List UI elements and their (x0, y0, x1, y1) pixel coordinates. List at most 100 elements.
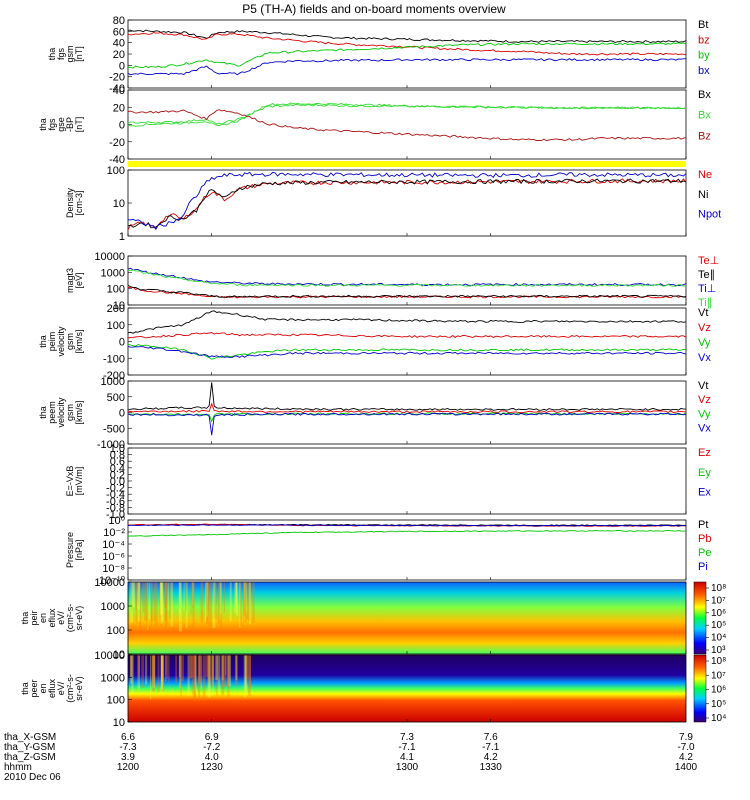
y-tick-label: 10⁻⁸ (102, 563, 125, 575)
y-tick-label: 0.2 (110, 469, 125, 481)
spectrogram-streak (226, 655, 230, 687)
y-tick-label: 20 (113, 49, 125, 61)
spectrogram-streak (178, 582, 181, 614)
legend-entry: Vx (698, 352, 711, 364)
spectrogram-streak (189, 655, 192, 679)
spectrogram-streak (208, 655, 211, 698)
x-axis-row-value: 1300 (396, 762, 419, 773)
y-tick-label: 20 (113, 102, 125, 114)
spectrogram-streak (150, 582, 152, 626)
legend-entry: Pi (698, 561, 708, 573)
x-axis-row-value: 4.2 (679, 752, 693, 763)
spectrogram-streak (209, 582, 212, 627)
x-axis-row-value: 4.2 (484, 752, 498, 763)
spectrogram-streak (234, 582, 238, 614)
y-axis-label-line: Pressure (65, 532, 75, 568)
spectrogram-streak (220, 582, 222, 614)
y-tick-label: 1.0 (110, 443, 125, 455)
spectrogram-streak (190, 582, 192, 615)
series-line-Npot (127, 171, 687, 231)
y-tick-label: 1000 (101, 376, 125, 388)
spectrogram-streak (243, 655, 246, 698)
spectrogram-streak (159, 582, 162, 618)
spectrogram-streak (160, 655, 164, 684)
y-tick-label: 10⁻² (103, 527, 125, 539)
y-axis-label-line: (cm²-s- (65, 674, 75, 703)
spectrogram-streak (220, 582, 223, 631)
y-axis-label-line: E=-VxB (65, 466, 75, 497)
spectrogram-streak (183, 582, 185, 611)
spectrogram-streak (153, 655, 155, 692)
spectrogram-streak (229, 582, 232, 622)
spectrogram-streak (194, 655, 197, 693)
spectrogram-streak (243, 582, 245, 615)
legend-entry: Pe (698, 547, 711, 559)
x-axis-row-value: 1200 (117, 762, 140, 773)
spectrogram-streak (227, 655, 230, 697)
spectrogram-streak (217, 655, 221, 693)
series-line-Vt (127, 310, 687, 334)
panel-frame (127, 447, 687, 515)
spectrogram-streak (145, 655, 148, 685)
x-axis-row-value: 1230 (201, 762, 224, 773)
colorbar-tick-label: 10⁵ (711, 620, 726, 631)
legend-entry: by (698, 50, 710, 62)
x-axis-row-value: 4.1 (400, 752, 414, 763)
x-axis-row-value: 7.6 (484, 732, 498, 743)
y-axis-label-line: tha (20, 612, 30, 625)
y-tick-label: 100 (107, 695, 125, 707)
spectrogram-streak (131, 582, 133, 612)
spectrogram-streak (138, 582, 140, 622)
panel-e_field: 1.00.80.60.40.20.0-0.2-0.4-0.6-0.8-1.0 E=… (65, 443, 711, 521)
legend-entry: Vz (698, 394, 711, 406)
y-tick-label: -500 (103, 423, 125, 435)
panel-peem_velocity: 1000 500 0 -500 -1000 tha peem velocity gsm [km/s… (38, 376, 711, 451)
x-axis-row-label: tha_Y-GSM (4, 742, 55, 753)
spectrogram-streak (217, 582, 220, 624)
spectrogram-streak (211, 655, 215, 680)
spectrogram-streak (141, 655, 145, 688)
y-tick-label: 10⁻⁴ (102, 539, 125, 551)
spectrogram-streak (245, 582, 247, 613)
spectrogram-streak (132, 582, 136, 608)
spectrogram-streak (142, 582, 145, 613)
y-axis-label-line: Density (65, 187, 75, 218)
spectrogram-streak (212, 582, 216, 628)
spectrogram-streak (246, 655, 249, 679)
y-axis-label-line: velocity (56, 326, 66, 357)
spectrogram-streak (152, 655, 155, 688)
colorbar-tick-label: 10⁶ (711, 685, 726, 696)
legend-entry: Vt (698, 380, 708, 392)
spectrogram-streak (221, 655, 224, 681)
spectrogram-streak (207, 582, 209, 622)
y-axis-label-line: fgs (56, 48, 66, 61)
spectrogram-streak (247, 582, 251, 622)
colorbar-tick-label: 10⁷ (711, 670, 726, 681)
series-line-Vt (127, 382, 687, 411)
spectrogram-streak (223, 655, 227, 688)
y-tick-label: 0.6 (110, 456, 125, 468)
colorbar-peir_eflux (693, 581, 707, 655)
spectrogram-streak (179, 655, 182, 688)
y-tick-label: 10⁰ (108, 515, 125, 527)
spectrogram-streak (153, 582, 156, 622)
spectrogram-streak (245, 655, 248, 691)
y-axis-label-line: gsm (65, 45, 75, 62)
spectrogram-streak (210, 655, 214, 687)
y-axis-label-line: tha (38, 406, 48, 419)
series-line-Bz (127, 109, 687, 142)
spectrogram-streak (135, 582, 137, 623)
y-tick-label: 10000 (94, 650, 125, 662)
y-axis-label-line: peir (29, 610, 39, 625)
spectrogram-streak (187, 655, 190, 696)
legend-entry: Ex (698, 487, 711, 499)
y-tick-label: -0.2 (106, 483, 125, 495)
spectrogram-streak (215, 655, 219, 680)
spectrogram-streak (165, 582, 168, 628)
spectrogram-streak (154, 582, 158, 627)
spectrogram-streak (221, 655, 225, 696)
y-axis-label-line: eV/ (56, 681, 66, 695)
y-axis-label-line: -BP (65, 117, 75, 132)
